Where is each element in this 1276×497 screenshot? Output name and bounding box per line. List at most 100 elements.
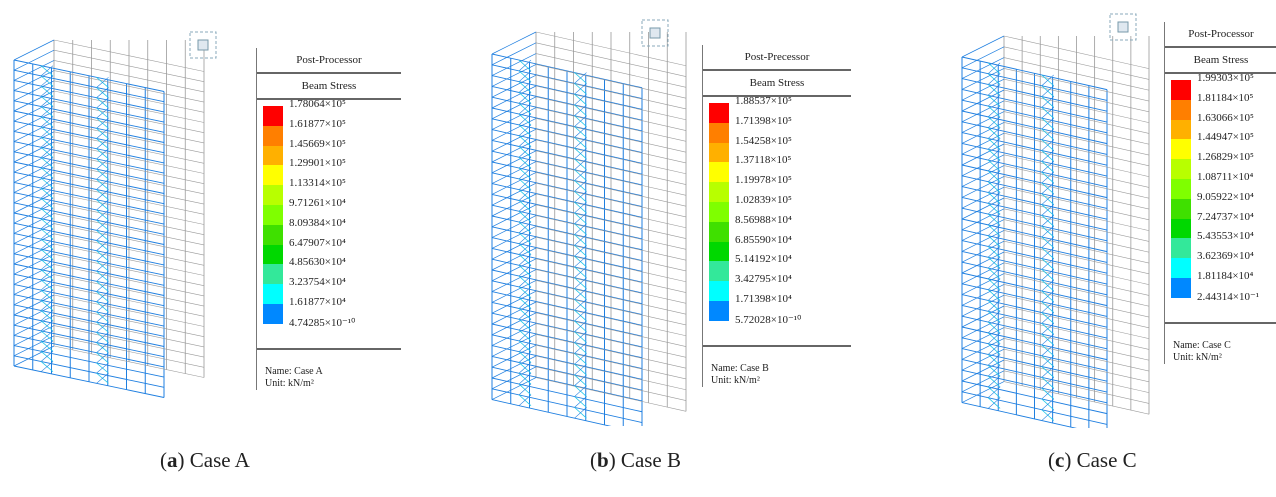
legend-swatch bbox=[709, 281, 729, 301]
structure-model bbox=[476, 26, 716, 426]
legend-value: 1.78064×10⁵ bbox=[289, 98, 346, 110]
legend-title: Post-Processor bbox=[257, 48, 401, 74]
legend-subtitle: Beam Stress bbox=[257, 74, 401, 100]
legend-row: 1.02839×10⁵ bbox=[703, 194, 851, 222]
legend-row: 5.14192×10⁴ bbox=[703, 253, 851, 282]
legend-swatch bbox=[1171, 218, 1191, 239]
legend-swatch bbox=[709, 221, 729, 242]
legend-value: 4.85630×10⁴ bbox=[289, 256, 346, 269]
legend-footer: Name: Case A Unit: kN/m² bbox=[257, 347, 401, 390]
legend-swatch bbox=[263, 125, 283, 146]
legend-value: 3.23754×10⁴ bbox=[289, 276, 346, 289]
legend-value: 1.61877×10⁵ bbox=[289, 117, 346, 130]
legend-row: 2.44314×10⁻¹ bbox=[1165, 291, 1276, 316]
legend-row: 1.37118×10⁵ bbox=[703, 154, 851, 183]
legend-value: 7.24737×10⁴ bbox=[1197, 210, 1254, 223]
legend-value: 1.02839×10⁵ bbox=[735, 193, 792, 206]
legend-row: 3.23754×10⁴ bbox=[257, 276, 401, 304]
legend-value: 1.37118×10⁵ bbox=[735, 154, 792, 167]
structure-model bbox=[952, 28, 1182, 428]
legend-value: 1.26829×10⁵ bbox=[1197, 151, 1254, 164]
panel-case-b: Post-Precessor Beam Stress 1.88537×10⁵ 1.… bbox=[460, 0, 880, 426]
legend-swatch bbox=[263, 224, 283, 245]
legend-swatch bbox=[1171, 258, 1191, 278]
panel-case-a: Post-Processor Beam Stress 1.78064×10⁵ 1.… bbox=[0, 0, 420, 420]
legend-scale: 1.99303×10⁵ 1.81184×10⁵ 1.63066×10⁵ 1.44947… bbox=[1165, 72, 1276, 322]
legend-scale: 1.88537×10⁵ 1.71398×10⁵ 1.54258×10⁵ 1.37118… bbox=[703, 95, 851, 345]
legend-value: 8.09384×10⁴ bbox=[289, 216, 346, 229]
legend-value: 1.88537×10⁵ bbox=[735, 95, 792, 107]
legend-value: 1.63066×10⁵ bbox=[1197, 111, 1254, 124]
legend-row: 1.54258×10⁵ bbox=[703, 135, 851, 163]
legend-row: 1.71398×10⁴ bbox=[703, 293, 851, 321]
structure-model bbox=[0, 30, 240, 400]
legend-value: 1.19978×10⁵ bbox=[735, 174, 792, 187]
legend-row: 3.42795×10⁴ bbox=[703, 273, 851, 301]
legend-value: 9.05922×10⁴ bbox=[1197, 190, 1254, 203]
legend-unit: Unit: kN/m² bbox=[1173, 351, 1222, 363]
legend-swatch bbox=[1171, 99, 1191, 120]
legend-swatch bbox=[709, 162, 729, 183]
legend-swatch bbox=[263, 244, 283, 265]
legend-row: 1.61877×10⁵ bbox=[257, 118, 401, 146]
legend-row: 1.99303×10⁵ bbox=[1165, 72, 1276, 100]
legend-swatch bbox=[1171, 159, 1191, 179]
legend-row: 1.29901×10⁵ bbox=[257, 157, 401, 186]
legend-value: 1.81184×10⁴ bbox=[1197, 269, 1254, 282]
legend-footer: Name: Case B Unit: kN/m² bbox=[703, 344, 851, 387]
legend-row: 6.85590×10⁴ bbox=[703, 234, 851, 262]
legend-swatch bbox=[263, 264, 283, 285]
legend-row: 1.45669×10⁵ bbox=[257, 138, 401, 166]
legend-value: 5.43553×10⁴ bbox=[1197, 230, 1254, 243]
legend-row: 9.71261×10⁴ bbox=[257, 197, 401, 225]
legend-value: 1.54258×10⁵ bbox=[735, 134, 792, 147]
view-cube-icon[interactable] bbox=[640, 18, 670, 48]
caption-letter: a bbox=[167, 448, 178, 472]
legend-swatch bbox=[263, 185, 283, 205]
legend-value: 6.85590×10⁴ bbox=[735, 233, 792, 246]
legend-value: 1.71398×10⁴ bbox=[735, 292, 792, 305]
view-cube-icon[interactable] bbox=[188, 30, 218, 60]
legend-value: 4.74285×10⁻¹⁰ bbox=[289, 316, 356, 329]
legend-row: 8.56988×10⁴ bbox=[703, 214, 851, 242]
legend-row: 1.44947×10⁵ bbox=[1165, 131, 1276, 160]
legend-swatch bbox=[709, 241, 729, 262]
legend-value: 1.71398×10⁵ bbox=[735, 114, 792, 127]
legend-row: 1.26829×10⁵ bbox=[1165, 151, 1276, 179]
legend-value: 1.99303×10⁵ bbox=[1197, 72, 1254, 84]
legend-value: 3.42795×10⁴ bbox=[735, 273, 792, 286]
legend-row: 1.19978×10⁵ bbox=[703, 174, 851, 202]
color-legend: Post-Processor Beam Stress 1.99303×10⁵ 1.… bbox=[1164, 22, 1276, 364]
legend-swatch bbox=[709, 122, 729, 143]
legend-swatch bbox=[263, 106, 283, 126]
legend-unit: Unit: kN/m² bbox=[711, 374, 760, 386]
color-legend: Post-Processor Beam Stress 1.78064×10⁵ 1.… bbox=[256, 48, 401, 390]
legend-swatch bbox=[709, 142, 729, 163]
legend-row: 1.88537×10⁵ bbox=[703, 95, 851, 123]
legend-value: 1.08711×10⁴ bbox=[1197, 170, 1254, 183]
legend-row: 1.61877×10⁴ bbox=[257, 296, 401, 324]
panel-case-c: Post-Processor Beam Stress 1.99303×10⁵ 1.… bbox=[940, 0, 1276, 428]
color-legend: Post-Precessor Beam Stress 1.88537×10⁵ 1.… bbox=[702, 45, 851, 387]
view-cube-icon[interactable] bbox=[1108, 12, 1138, 42]
legend-row: 1.78064×10⁵ bbox=[257, 98, 401, 126]
legend-row: 1.63066×10⁵ bbox=[1165, 112, 1276, 140]
legend-scale: 1.78064×10⁵ 1.61877×10⁵ 1.45669×10⁵ 1.29901… bbox=[257, 98, 401, 348]
legend-swatch bbox=[1171, 277, 1191, 298]
legend-swatch bbox=[709, 201, 729, 222]
caption-case-b: (b) Case B bbox=[590, 448, 682, 472]
legend-swatch bbox=[1171, 80, 1191, 100]
legend-swatch bbox=[263, 204, 283, 225]
legend-row: 4.85630×10⁴ bbox=[257, 256, 401, 285]
legend-row: 1.08711×10⁴ bbox=[1165, 171, 1276, 199]
legend-value: 8.56988×10⁴ bbox=[735, 213, 792, 226]
legend-case-name: Name: Case C bbox=[1173, 339, 1231, 351]
legend-value: 1.44947×10⁵ bbox=[1197, 131, 1254, 144]
legend-value: 2.44314×10⁻¹ bbox=[1197, 290, 1260, 303]
caption-case-a: (a) Case A bbox=[160, 448, 250, 472]
legend-value: 1.45669×10⁵ bbox=[289, 137, 346, 150]
legend-value: 6.47907×10⁴ bbox=[289, 236, 346, 249]
legend-value: 1.61877×10⁴ bbox=[289, 295, 346, 308]
legend-swatch bbox=[709, 300, 729, 321]
legend-value: 9.71261×10⁴ bbox=[289, 196, 346, 209]
